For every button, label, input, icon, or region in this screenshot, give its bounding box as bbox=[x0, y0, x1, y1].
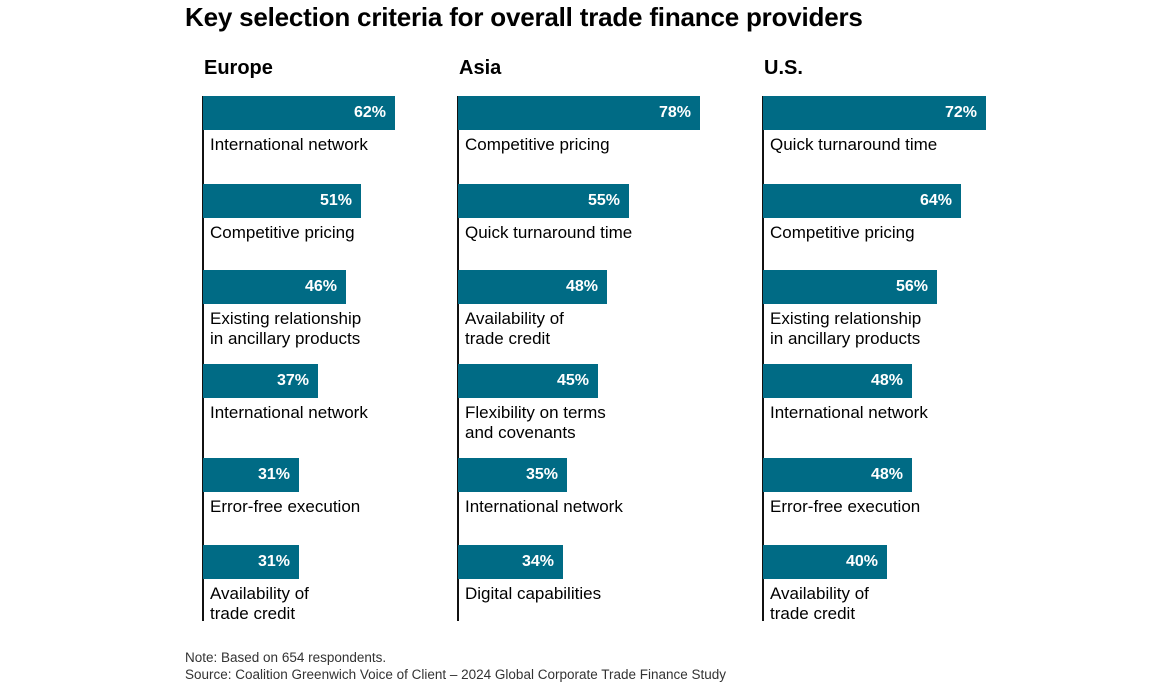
bar: 37% bbox=[203, 364, 318, 398]
category-label: Competitive pricing bbox=[770, 223, 915, 242]
bar: 35% bbox=[458, 458, 567, 492]
bar-value-label: 72% bbox=[944, 104, 977, 121]
panel-us: U.S. 72% Quick turnaround time 64% Competiti… bbox=[762, 0, 1062, 686]
category-label: Digital capabilities bbox=[465, 584, 602, 603]
bar-value-label: 78% bbox=[658, 104, 691, 121]
chart-title: Key selection criteria for overall trade… bbox=[185, 2, 863, 32]
bar-value-label: 55% bbox=[587, 192, 620, 209]
bar-value-label: 62% bbox=[353, 104, 386, 121]
bar-value-label: 35% bbox=[525, 466, 558, 483]
category-label: Availability of trade credit bbox=[210, 584, 309, 623]
bar-value-label: 46% bbox=[304, 278, 337, 295]
panel-title: Europe bbox=[204, 57, 273, 79]
bar-value-label: 34% bbox=[521, 553, 554, 570]
bar-value-label: 64% bbox=[919, 192, 952, 209]
bar: 31% bbox=[203, 545, 299, 579]
bar: 46% bbox=[203, 270, 346, 304]
bar: 31% bbox=[203, 458, 299, 492]
bar-value-label: 31% bbox=[257, 466, 290, 483]
bar: 34% bbox=[458, 545, 563, 579]
category-label: Quick turnaround time bbox=[465, 223, 633, 242]
axis-line bbox=[202, 96, 204, 621]
category-label: Error-free execution bbox=[210, 497, 361, 516]
bar: 45% bbox=[458, 364, 598, 398]
category-label: Existing relationship in ancillary produ… bbox=[770, 309, 922, 348]
bar: 51% bbox=[203, 184, 361, 218]
axis-line bbox=[457, 96, 459, 621]
bar: 78% bbox=[458, 96, 700, 130]
bar-value-label: 37% bbox=[276, 372, 309, 389]
category-label: Availability of trade credit bbox=[770, 584, 869, 623]
bar: 55% bbox=[458, 184, 629, 218]
category-label: Quick turnaround time bbox=[770, 135, 938, 154]
category-label: Availability of trade credit bbox=[465, 309, 564, 348]
bar: 48% bbox=[763, 458, 912, 492]
bar-value-label: 48% bbox=[565, 278, 598, 295]
category-label: Competitive pricing bbox=[465, 135, 610, 154]
category-label: International network bbox=[770, 403, 928, 422]
bar-value-label: 48% bbox=[870, 466, 903, 483]
bar: 56% bbox=[763, 270, 937, 304]
chart-source: Source: Coalition Greenwich Voice of Cli… bbox=[185, 667, 727, 682]
bar: 64% bbox=[763, 184, 961, 218]
panel-title: Asia bbox=[459, 57, 502, 79]
category-label: Existing relationship in ancillary produ… bbox=[210, 309, 362, 348]
bar-value-label: 40% bbox=[845, 553, 878, 570]
bar-value-label: 56% bbox=[895, 278, 928, 295]
category-label: International network bbox=[210, 135, 368, 154]
category-label: International network bbox=[465, 497, 623, 516]
panel-asia: Asia 78% Competitive pricing 55% Quick turna… bbox=[457, 0, 757, 686]
category-label: International network bbox=[210, 403, 368, 422]
bar: 48% bbox=[458, 270, 607, 304]
bar: 48% bbox=[763, 364, 912, 398]
bar-value-label: 51% bbox=[319, 192, 352, 209]
bar: 72% bbox=[763, 96, 986, 130]
bar-value-label: 45% bbox=[556, 372, 589, 389]
axis-line bbox=[762, 96, 764, 621]
chart-note: Note: Based on 654 respondents. bbox=[185, 650, 387, 665]
category-label: Competitive pricing bbox=[210, 223, 355, 242]
panel-title: U.S. bbox=[764, 57, 803, 79]
bar: 62% bbox=[203, 96, 395, 130]
bar: 40% bbox=[763, 545, 887, 579]
category-label: Flexibility on terms and covenants bbox=[465, 403, 606, 442]
panel-europe: Europe 62% International network 51% Competi… bbox=[202, 0, 502, 686]
bar-value-label: 48% bbox=[870, 372, 903, 389]
category-label: Error-free execution bbox=[770, 497, 921, 516]
bar-value-label: 31% bbox=[257, 553, 290, 570]
